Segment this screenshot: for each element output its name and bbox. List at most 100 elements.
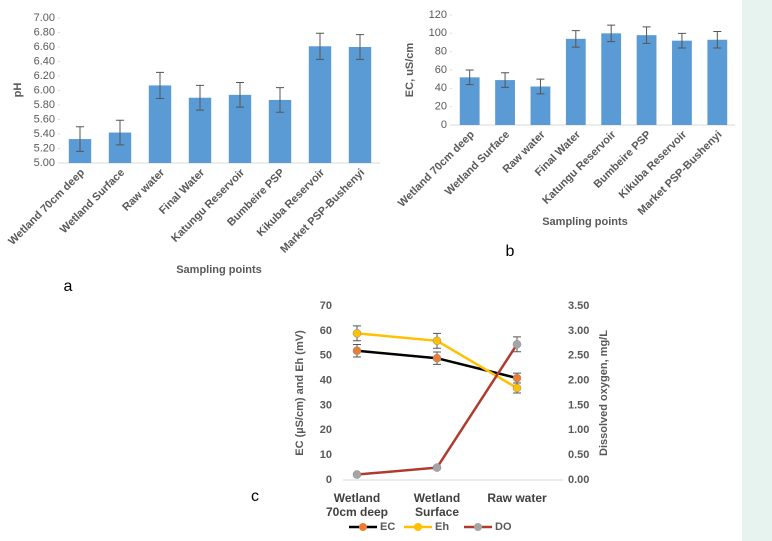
y-tick-label: 5.40 xyxy=(34,128,55,140)
y-tick-label: 120 xyxy=(429,9,447,21)
y2-tick-label: 1.50 xyxy=(568,399,589,411)
error-bar xyxy=(316,32,324,60)
legend-label: Eh xyxy=(435,521,449,533)
marker xyxy=(352,329,362,338)
x-tick-label: Market PSP-Bushenyi xyxy=(278,167,367,256)
error-bar xyxy=(571,30,580,48)
bar xyxy=(188,97,212,163)
error-bar xyxy=(465,69,474,86)
legend-marker xyxy=(474,523,482,531)
y-tick-label: 60 xyxy=(435,64,447,76)
side-strip xyxy=(742,0,772,541)
x-axis-label: Sampling points xyxy=(542,216,628,228)
bar xyxy=(707,39,728,125)
error-bar xyxy=(607,24,616,43)
marker xyxy=(432,353,442,363)
bar xyxy=(148,85,172,163)
bar xyxy=(636,35,657,125)
error-bar xyxy=(76,126,84,152)
y2-tick-label: 3.50 xyxy=(568,300,589,312)
y-tick-label: 50 xyxy=(320,350,332,362)
y2-tick-label: 1.00 xyxy=(568,424,589,436)
x-tick-label: Wetland 70cm deep xyxy=(325,491,389,519)
y-tick-label: 100 xyxy=(429,27,447,39)
y-axis-label: pH xyxy=(12,83,24,98)
legend-label: DO xyxy=(495,521,512,533)
panel-label: a xyxy=(64,278,73,295)
error-bar xyxy=(236,82,244,108)
marker xyxy=(352,346,362,355)
y2-tick-label: 3.00 xyxy=(568,325,589,337)
bar xyxy=(601,33,622,126)
panel-label: c xyxy=(251,488,259,505)
legend-marker xyxy=(359,523,367,531)
error-bar xyxy=(642,26,651,44)
y-axis-label: EC, uS/cm xyxy=(404,43,416,98)
y-tick-label: 0 xyxy=(441,119,447,131)
y-tick-label: 7.00 xyxy=(34,12,55,24)
x-axis-label: Sampling points xyxy=(176,264,262,276)
bar xyxy=(348,47,372,163)
y-tick-label: 20 xyxy=(320,424,332,436)
x-tick-label: Katungu Reservoir xyxy=(169,166,248,245)
y-tick-label: 6.80 xyxy=(34,26,55,38)
x-tick-label: Wetland Surface xyxy=(413,491,461,519)
y2-tick-label: 2.00 xyxy=(568,374,589,386)
y-tick-label: 60 xyxy=(320,325,332,337)
bar xyxy=(459,77,480,125)
x-tick-label: Wetland Surface xyxy=(443,129,512,198)
y-tick-label: 6.40 xyxy=(34,55,55,67)
y2-axis-label: Dissolved oxygen, mg/L xyxy=(598,330,610,456)
error-bar xyxy=(501,72,510,88)
bar xyxy=(530,86,551,125)
bar xyxy=(108,132,132,163)
bar xyxy=(672,40,692,125)
bar xyxy=(565,38,586,126)
error-bar xyxy=(116,119,124,146)
y-tick-label: 10 xyxy=(320,449,332,461)
y-tick-label: 5.60 xyxy=(34,113,55,125)
legend-marker xyxy=(414,523,422,531)
y-tick-label: 5.00 xyxy=(34,157,55,169)
legend-label: EC xyxy=(380,521,395,533)
x-tick-label: Kikuba Reservoir xyxy=(255,166,328,239)
y2-tick-label: 0.00 xyxy=(568,474,589,486)
marker xyxy=(512,383,522,393)
marker xyxy=(352,470,362,479)
panel-label: b xyxy=(506,243,515,260)
bar xyxy=(228,94,252,163)
y-tick-label: 70 xyxy=(320,300,332,312)
bar xyxy=(495,80,515,125)
y-tick-label: 6.00 xyxy=(34,84,55,96)
y-tick-label: 5.80 xyxy=(34,99,55,111)
marker xyxy=(512,373,522,383)
y-tick-label: 6.20 xyxy=(34,70,55,82)
y-tick-label: 6.60 xyxy=(34,41,55,53)
error-bar xyxy=(196,84,204,111)
y-tick-label: 0 xyxy=(326,474,332,486)
y-tick-label: 40 xyxy=(435,82,447,94)
x-tick-label: Raw water xyxy=(487,491,547,505)
y-tick-label: 40 xyxy=(320,374,332,386)
x-tick-label: Wetland 70cm deep xyxy=(6,166,87,247)
y2-tick-label: 2.50 xyxy=(568,350,589,362)
error-bar xyxy=(356,34,364,60)
error-bar xyxy=(156,71,164,99)
marker xyxy=(432,336,442,346)
bar xyxy=(268,99,292,163)
marker xyxy=(432,463,442,472)
error-bar xyxy=(677,32,686,49)
error-bar xyxy=(536,78,545,95)
y-tick-label: 80 xyxy=(435,46,447,58)
y-tick-label: 30 xyxy=(320,399,332,411)
error-bar xyxy=(713,31,722,49)
y-tick-label: 5.20 xyxy=(34,142,55,154)
y2-tick-label: 0.50 xyxy=(568,449,589,461)
error-bar xyxy=(276,87,284,113)
y-tick-label: 20 xyxy=(435,101,447,113)
y-axis-label: EC (µS/cm) and Eh (mV) xyxy=(294,330,306,456)
marker xyxy=(512,340,522,349)
bar xyxy=(308,46,332,163)
